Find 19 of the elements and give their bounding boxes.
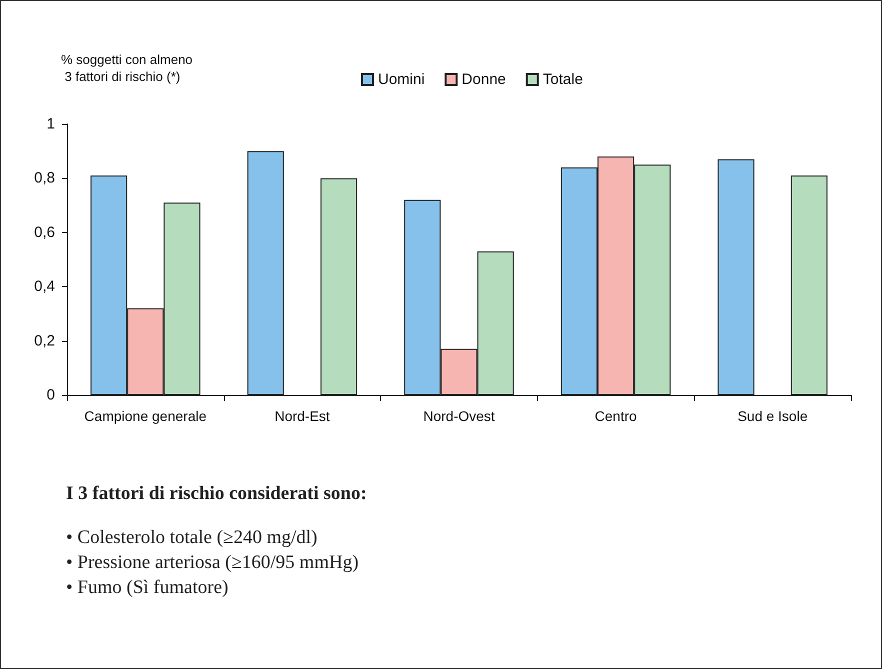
legend-label: Donne	[462, 71, 506, 88]
y-tick-label: 0,4	[34, 278, 55, 296]
y-tick-label: 0,2	[34, 332, 55, 350]
y-tick-label: 1	[46, 116, 55, 132]
legend-label: Uomini	[378, 71, 425, 88]
text: • Pressione arteriosa (≥160/95 mmHg)	[66, 552, 360, 574]
x-tick-label: Nord-Est	[274, 408, 330, 424]
text: • Fumo (Sì fumatore)	[66, 577, 230, 599]
x-tick-label: Nord-Ovest	[423, 408, 495, 424]
legend-label: Totale	[542, 71, 583, 88]
x-tick-label: Campione generale	[84, 408, 207, 424]
y-tick-label: 0	[46, 386, 55, 404]
y-axis-title: % soggetti con almeno 3 fattori di rischio (*)	[61, 52, 193, 84]
text: I 3 fattori di rischio considerati sono:	[66, 483, 367, 505]
x-tick-label: Sud e Isole	[738, 408, 808, 424]
y-tick-label: 0,6	[34, 224, 55, 241]
text: • Colesterolo totale (≥240 mg/dl)	[66, 527, 318, 549]
y-tick-label: 0,8	[34, 170, 55, 187]
x-tick-label: Centro	[594, 408, 638, 424]
